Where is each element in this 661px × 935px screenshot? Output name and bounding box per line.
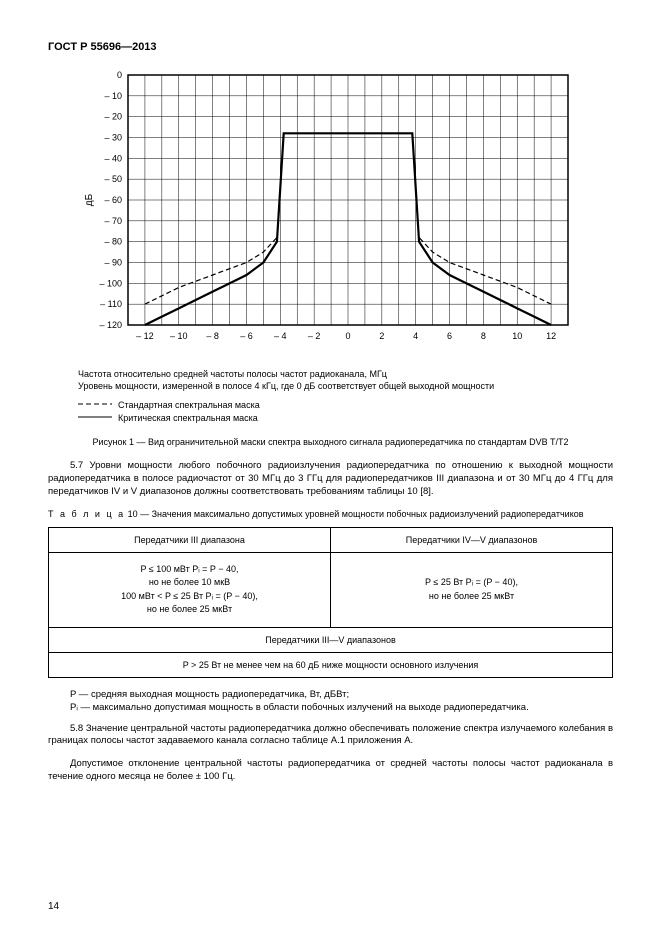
def-p: P — средняя выходная мощность радиоперед… (48, 688, 613, 701)
chart-caption-line-1: Частота относительно средней частоты пол… (78, 368, 613, 381)
page-number: 14 (48, 900, 59, 914)
legend-dashed-label: Стандартная спектральная маска (118, 399, 260, 413)
svg-text:– 6: – 6 (240, 331, 253, 341)
table-row: Передатчики III диапазона Передатчики IV… (49, 527, 613, 552)
table-caption-rest: 10 — Значения максимально допустимых уро… (125, 509, 583, 519)
svg-text:– 120: – 120 (99, 320, 122, 330)
chart-legend: Стандартная спектральная маска Критическ… (78, 399, 613, 426)
cell-line: P ≤ 100 мВт Pᵢ = P − 40, (57, 563, 322, 577)
table-10-caption: Т а б л и ц а 10 — Значения максимально … (48, 508, 613, 520)
chart-caption: Частота относительно средней частоты пол… (78, 368, 613, 393)
table-body-left: P ≤ 100 мВт Pᵢ = P − 40, но не более 10 … (49, 552, 331, 627)
paragraph-5-8: 5.8 Значение центральной частоты радиопе… (48, 723, 613, 749)
svg-text:– 10: – 10 (104, 91, 122, 101)
svg-text:– 90: – 90 (104, 257, 122, 267)
svg-text:– 8: – 8 (206, 331, 219, 341)
svg-text:12: 12 (546, 331, 556, 341)
svg-text:– 100: – 100 (99, 278, 122, 288)
svg-text:дБ: дБ (84, 193, 95, 206)
svg-text:4: 4 (413, 331, 418, 341)
svg-text:– 50: – 50 (104, 174, 122, 184)
cell-line: но не более 25 мкВт (57, 603, 322, 617)
chart-svg: 0– 10– 20– 30– 40– 50– 60– 70– 80– 90– 1… (78, 65, 578, 355)
table-10: Передатчики III диапазона Передатчики IV… (48, 527, 613, 678)
svg-text:10: 10 (512, 331, 522, 341)
svg-text:– 110: – 110 (100, 299, 122, 309)
svg-text:– 20: – 20 (104, 112, 122, 122)
table-row: P ≤ 100 мВт Pᵢ = P − 40, но не более 10 … (49, 552, 613, 627)
cell-line: но не более 25 мкВт (339, 590, 604, 604)
svg-text:– 70: – 70 (104, 216, 122, 226)
page: ГОСТ Р 55696—2013 0– 10– 20– 30– 40– 50–… (0, 0, 661, 935)
svg-text:– 40: – 40 (104, 153, 122, 163)
definitions: P — средняя выходная мощность радиоперед… (48, 688, 613, 715)
document-header: ГОСТ Р 55696—2013 (48, 40, 613, 55)
svg-text:8: 8 (481, 331, 486, 341)
svg-text:0: 0 (117, 70, 122, 80)
table-row: Передатчики III—V диапазонов (49, 627, 613, 652)
cell-line: P ≤ 25 Вт Pᵢ = (P − 40), (339, 576, 604, 590)
table-sub-body: P > 25 Вт не менее чем на 60 дБ ниже мощ… (49, 652, 613, 677)
table-header-right: Передатчики IV—V диапазонов (331, 527, 613, 552)
table-sub-header: Передатчики III—V диапазонов (49, 627, 613, 652)
chart-caption-line-2: Уровень мощности, измеренной в полосе 4 … (78, 380, 613, 393)
legend-dashed: Стандартная спектральная маска (78, 399, 613, 413)
svg-text:– 60: – 60 (104, 195, 122, 205)
paragraph-5-7: 5.7 Уровни мощности любого побочного рад… (48, 460, 613, 498)
svg-text:– 10: – 10 (170, 331, 188, 341)
svg-text:2: 2 (379, 331, 384, 341)
cell-line: но не более 10 мкВ (57, 576, 322, 590)
table-row: P > 25 Вт не менее чем на 60 дБ ниже мощ… (49, 652, 613, 677)
svg-text:– 80: – 80 (104, 237, 122, 247)
table-caption-prefix: Т а б л и ц а (48, 509, 125, 519)
svg-text:– 12: – 12 (136, 331, 154, 341)
legend-dashed-swatch (78, 399, 112, 413)
svg-text:6: 6 (447, 331, 452, 341)
svg-text:– 30: – 30 (104, 132, 122, 142)
figure-title: Рисунок 1 — Вид ограничительной маски сп… (48, 436, 613, 448)
table-body-right: P ≤ 25 Вт Pᵢ = (P − 40), но не более 25 … (331, 552, 613, 627)
spectrum-mask-chart: 0– 10– 20– 30– 40– 50– 60– 70– 80– 90– 1… (78, 65, 613, 360)
def-pi: Pᵢ — максимально допустимая мощность в о… (48, 701, 613, 714)
svg-text:– 2: – 2 (308, 331, 321, 341)
svg-text:0: 0 (345, 331, 350, 341)
svg-text:– 4: – 4 (274, 331, 287, 341)
legend-solid-label: Критическая спектральная маска (118, 412, 258, 426)
legend-solid-swatch (78, 412, 112, 426)
table-header-left: Передатчики III диапазона (49, 527, 331, 552)
legend-solid: Критическая спектральная маска (78, 412, 613, 426)
cell-line: 100 мВт < P ≤ 25 Вт Pᵢ = (P − 40), (57, 590, 322, 604)
paragraph-5-8b: Допустимое отклонение центральной частот… (48, 758, 613, 784)
